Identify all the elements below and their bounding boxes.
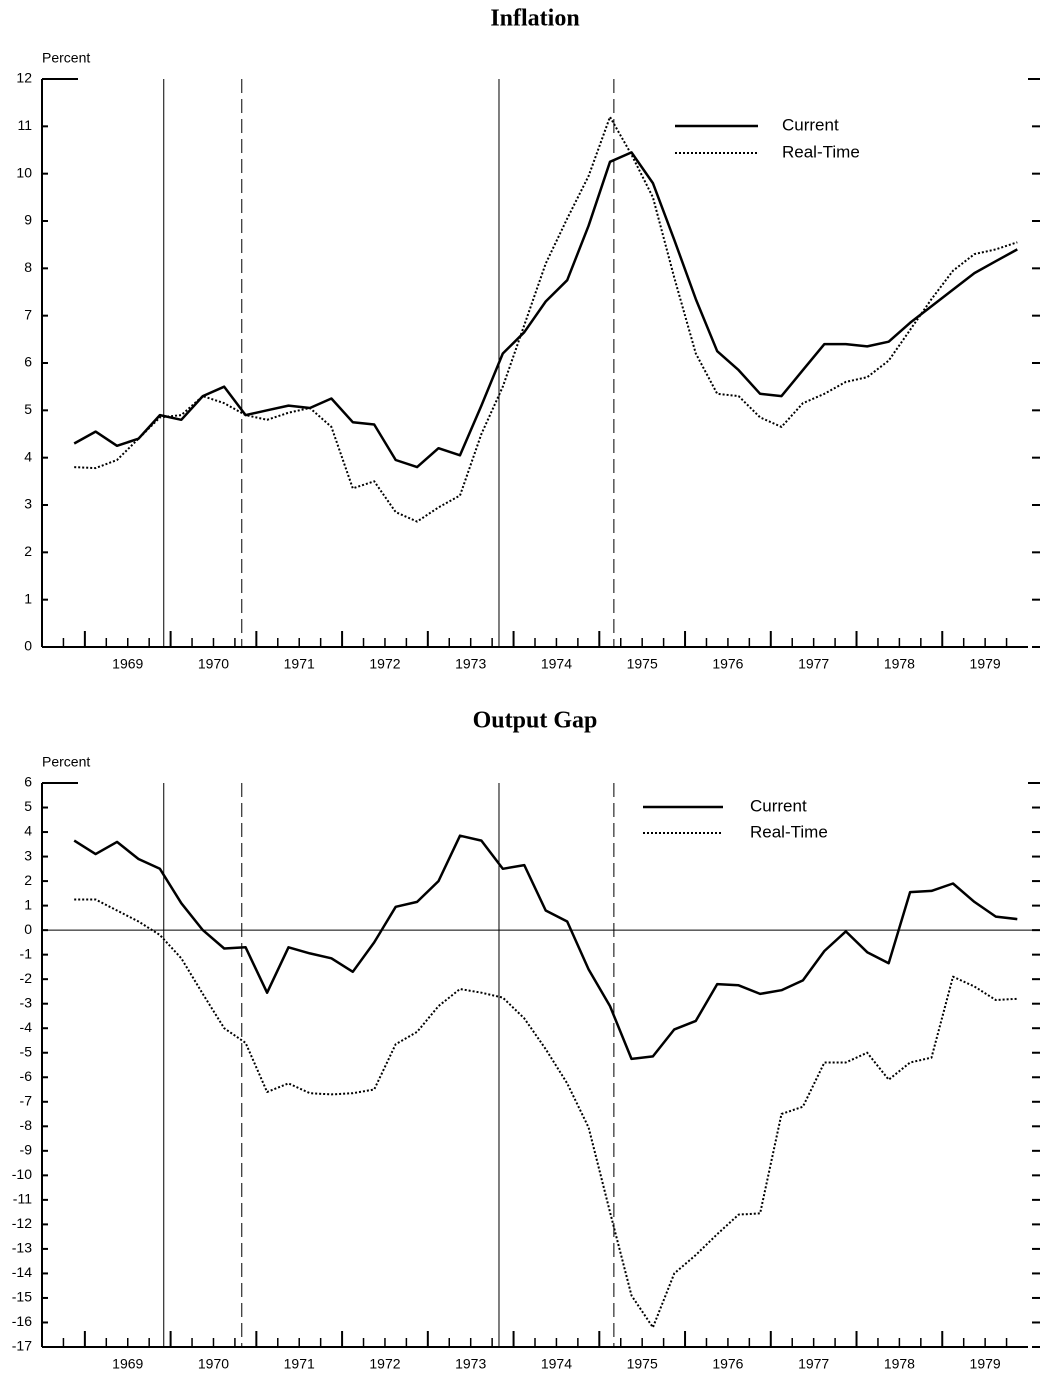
legend-label: Real-Time xyxy=(782,142,860,161)
x-tick-label: 1975 xyxy=(627,1356,658,1372)
x-tick-label: 1978 xyxy=(884,1356,915,1372)
y-tick-label: 3 xyxy=(24,496,32,512)
y-tick-label: 0 xyxy=(24,921,32,937)
y-tick-label: 2 xyxy=(24,872,32,888)
y-tick-label: -12 xyxy=(12,1215,32,1231)
x-tick-label: 1976 xyxy=(712,656,743,672)
y-tick-label: -15 xyxy=(12,1289,32,1305)
x-tick-label: 1973 xyxy=(455,1356,486,1372)
y-tick-label: 6 xyxy=(24,354,32,370)
x-tick-label: 1971 xyxy=(284,1356,315,1372)
y-tick-label: 1 xyxy=(24,896,32,912)
y-tick-label: -10 xyxy=(12,1166,32,1182)
y-tick-label: 4 xyxy=(24,448,32,464)
y-tick-label: -13 xyxy=(12,1240,32,1256)
y-tick-label: -8 xyxy=(20,1117,33,1133)
y-tick-label: 12 xyxy=(16,70,32,86)
x-tick-label: 1974 xyxy=(541,656,572,672)
series-line xyxy=(74,898,1018,1329)
y-tick-label: 0 xyxy=(24,638,32,654)
y-tick-label: -4 xyxy=(20,1019,33,1035)
legend-label: Real-Time xyxy=(750,822,828,841)
x-tick-label: 1979 xyxy=(970,656,1001,672)
chart-title: Inflation xyxy=(490,6,579,32)
y-tick-label: -1 xyxy=(20,945,33,961)
x-tick-label: 1979 xyxy=(970,1356,1001,1372)
x-tick-label: 1977 xyxy=(798,1356,829,1372)
y-tick-label: 10 xyxy=(16,164,32,180)
y-tick-label: 5 xyxy=(24,401,32,417)
y-axis-label: Percent xyxy=(42,50,90,66)
x-tick-label: 1971 xyxy=(284,656,315,672)
y-tick-label: 4 xyxy=(24,823,32,839)
y-tick-label: -16 xyxy=(12,1313,32,1329)
series-line xyxy=(74,115,1018,523)
series-line xyxy=(73,834,1018,1061)
series-line xyxy=(73,151,1018,469)
y-tick-label: -14 xyxy=(12,1264,32,1280)
y-tick-label: 1 xyxy=(24,590,32,606)
chart-title: Output Gap xyxy=(473,708,598,734)
y-tick-label: 7 xyxy=(24,306,32,322)
x-tick-label: 1978 xyxy=(884,656,915,672)
x-tick-label: 1970 xyxy=(198,656,229,672)
x-tick-label: 1973 xyxy=(455,656,486,672)
y-tick-label: 9 xyxy=(24,212,32,228)
y-tick-label: -3 xyxy=(20,994,33,1010)
y-tick-label: -11 xyxy=(13,1191,32,1207)
legend-label: Current xyxy=(750,796,807,815)
x-tick-label: 1970 xyxy=(198,1356,229,1372)
x-tick-label: 1972 xyxy=(369,1356,400,1372)
legend-label: Current xyxy=(782,115,839,134)
y-tick-label: -17 xyxy=(12,1338,32,1354)
y-tick-label: 8 xyxy=(24,259,32,275)
y-tick-label: 11 xyxy=(17,117,32,133)
y-tick-label: -2 xyxy=(20,970,33,986)
y-axis-label: Percent xyxy=(42,754,90,770)
y-tick-label: 6 xyxy=(24,774,32,790)
x-tick-label: 1969 xyxy=(112,656,143,672)
x-tick-label: 1972 xyxy=(369,656,400,672)
y-tick-label: -5 xyxy=(20,1043,33,1059)
y-tick-label: -7 xyxy=(20,1092,33,1108)
x-tick-label: 1975 xyxy=(627,656,658,672)
y-tick-label: 3 xyxy=(24,847,32,863)
y-tick-label: 2 xyxy=(24,543,32,559)
y-tick-label: 5 xyxy=(24,798,32,814)
y-tick-label: -6 xyxy=(20,1068,33,1084)
x-tick-label: 1969 xyxy=(112,1356,143,1372)
y-tick-label: -9 xyxy=(20,1142,33,1158)
x-tick-label: 1976 xyxy=(712,1356,743,1372)
x-tick-label: 1977 xyxy=(798,656,829,672)
x-tick-label: 1974 xyxy=(541,1356,572,1372)
